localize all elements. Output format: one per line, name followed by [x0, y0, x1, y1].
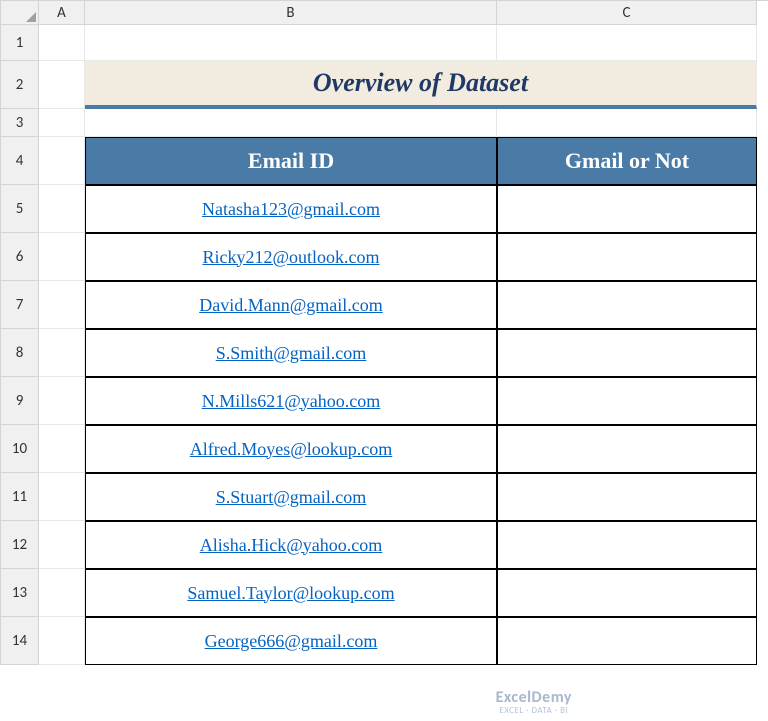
cell-a14[interactable] [39, 617, 85, 665]
cell-a13[interactable] [39, 569, 85, 617]
column-header-c[interactable]: C [497, 1, 757, 25]
row-header-5[interactable]: 5 [1, 185, 39, 233]
row-header-9[interactable]: 9 [1, 377, 39, 425]
row-header-3[interactable]: 3 [1, 109, 39, 137]
row-header-2[interactable]: 2 [1, 61, 39, 109]
gmail-or-not-cell[interactable] [497, 425, 757, 473]
email-link[interactable]: Natasha123@gmail.com [202, 199, 380, 220]
cell-a2[interactable] [39, 61, 85, 109]
email-link[interactable]: Ricky212@outlook.com [202, 247, 379, 268]
cell-a7[interactable] [39, 281, 85, 329]
cell-a8[interactable] [39, 329, 85, 377]
column-header-b[interactable]: B [85, 1, 497, 25]
cell-a12[interactable] [39, 521, 85, 569]
cell-a11[interactable] [39, 473, 85, 521]
email-cell[interactable]: S.Stuart@gmail.com [85, 473, 497, 521]
spreadsheet-grid: ABC 12 Overview of Dataset 34 Email IDGmail … [0, 0, 768, 665]
row-header-6[interactable]: 6 [1, 233, 39, 281]
email-cell[interactable]: N.Mills621@yahoo.com [85, 377, 497, 425]
row-header-1[interactable]: 1 [1, 25, 39, 61]
gmail-or-not-cell[interactable] [497, 617, 757, 665]
email-link[interactable]: Alfred.Moyes@lookup.com [190, 439, 393, 460]
cell-a3[interactable] [39, 109, 85, 137]
cell-a5[interactable] [39, 185, 85, 233]
gmail-or-not-cell[interactable] [497, 569, 757, 617]
column-header-a[interactable]: A [39, 1, 85, 25]
gmail-or-not-cell[interactable] [497, 473, 757, 521]
gmail-or-not-cell[interactable] [497, 521, 757, 569]
email-cell[interactable]: Samuel.Taylor@lookup.com [85, 569, 497, 617]
watermark-tagline: EXCEL · DATA · BI [496, 706, 572, 715]
row-header-10[interactable]: 10 [1, 425, 39, 473]
email-link[interactable]: N.Mills621@yahoo.com [202, 391, 381, 412]
cell-b3[interactable] [85, 109, 497, 137]
cell-a4[interactable] [39, 137, 85, 185]
cell-a1[interactable] [39, 25, 85, 61]
email-link[interactable]: S.Stuart@gmail.com [216, 487, 367, 508]
row-header-13[interactable]: 13 [1, 569, 39, 617]
email-cell[interactable]: Alfred.Moyes@lookup.com [85, 425, 497, 473]
email-cell[interactable]: David.Mann@gmail.com [85, 281, 497, 329]
cell-c3[interactable] [497, 109, 757, 137]
watermark: ExcelDemy EXCEL · DATA · BI [496, 690, 572, 715]
email-link[interactable]: George666@gmail.com [205, 631, 378, 652]
email-link[interactable]: Alisha.Hick@yahoo.com [200, 535, 383, 556]
email-link[interactable]: David.Mann@gmail.com [199, 295, 383, 316]
table-header-email[interactable]: Email ID [85, 137, 497, 185]
cell-a10[interactable] [39, 425, 85, 473]
dataset-title[interactable]: Overview of Dataset [85, 61, 757, 109]
gmail-or-not-cell[interactable] [497, 329, 757, 377]
gmail-or-not-cell[interactable] [497, 281, 757, 329]
gmail-or-not-cell[interactable] [497, 185, 757, 233]
watermark-brand: ExcelDemy [496, 690, 572, 706]
row-header-4[interactable]: 4 [1, 137, 39, 185]
email-cell[interactable]: George666@gmail.com [85, 617, 497, 665]
row-header-8[interactable]: 8 [1, 329, 39, 377]
row-header-11[interactable]: 11 [1, 473, 39, 521]
cell-b1[interactable] [85, 25, 497, 61]
row-header-12[interactable]: 12 [1, 521, 39, 569]
cell-a9[interactable] [39, 377, 85, 425]
cell-a6[interactable] [39, 233, 85, 281]
row-header-7[interactable]: 7 [1, 281, 39, 329]
email-cell[interactable]: Natasha123@gmail.com [85, 185, 497, 233]
gmail-or-not-cell[interactable] [497, 377, 757, 425]
email-cell[interactable]: S.Smith@gmail.com [85, 329, 497, 377]
email-link[interactable]: S.Smith@gmail.com [216, 343, 367, 364]
row-header-14[interactable]: 14 [1, 617, 39, 665]
cell-c1[interactable] [497, 25, 757, 61]
gmail-or-not-cell[interactable] [497, 233, 757, 281]
email-cell[interactable]: Ricky212@outlook.com [85, 233, 497, 281]
select-all-corner[interactable] [1, 1, 39, 25]
email-cell[interactable]: Alisha.Hick@yahoo.com [85, 521, 497, 569]
email-link[interactable]: Samuel.Taylor@lookup.com [187, 583, 394, 604]
table-header-gmail[interactable]: Gmail or Not [497, 137, 757, 185]
